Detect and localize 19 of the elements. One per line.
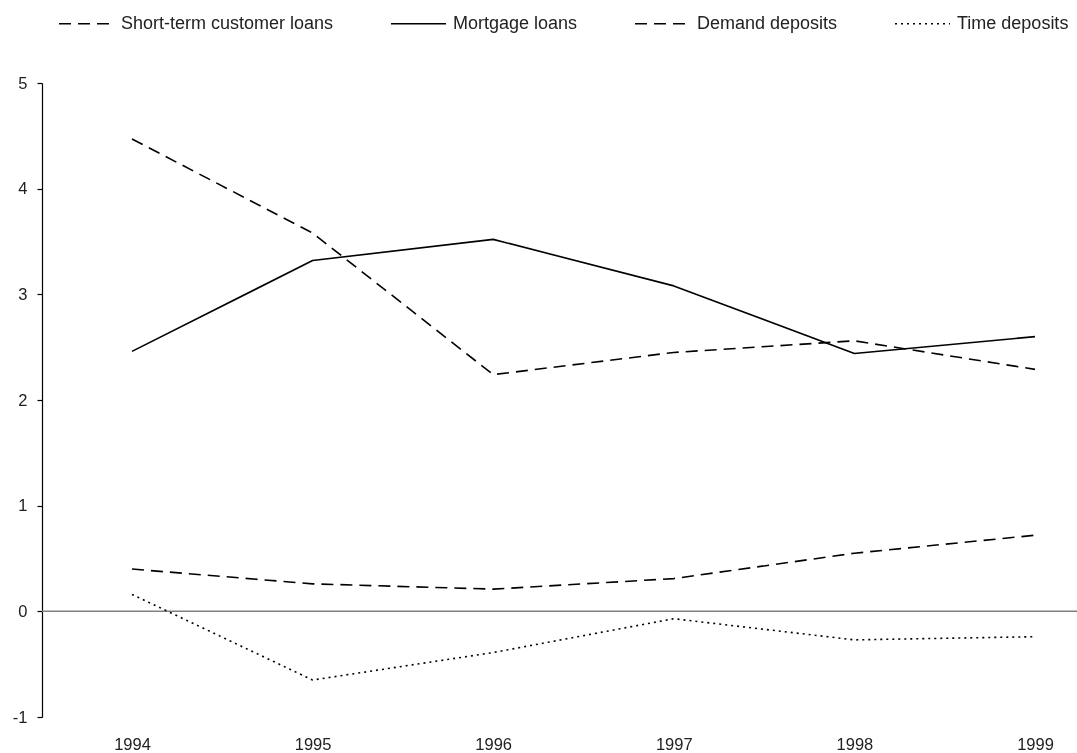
y-tick-label: 3 [18,284,28,303]
y-tick-label: 1 [18,496,28,515]
x-tick-label: 1999 [1017,734,1054,753]
y-tick-label: -1 [12,707,28,726]
x-tick-label: 1996 [475,734,513,753]
x-tick-label: 1998 [836,734,874,753]
y-tick-label: 4 [18,179,28,198]
line-series [131,534,1036,590]
x-tick-label: 1995 [294,734,332,753]
y-tick-label: 5 [18,73,28,92]
x-tick-label: 1997 [655,734,693,753]
x-tick-label: 1994 [114,734,151,753]
legend-label: Demand deposits [697,12,838,33]
legend-label: Short-term customer loans [121,12,334,33]
line-series [131,138,1036,376]
y-tick-label: 0 [18,601,28,620]
legend-label: Time deposits [957,12,1069,33]
y-tick-label: 2 [18,390,28,409]
legend-label: Mortgage loans [453,12,578,33]
